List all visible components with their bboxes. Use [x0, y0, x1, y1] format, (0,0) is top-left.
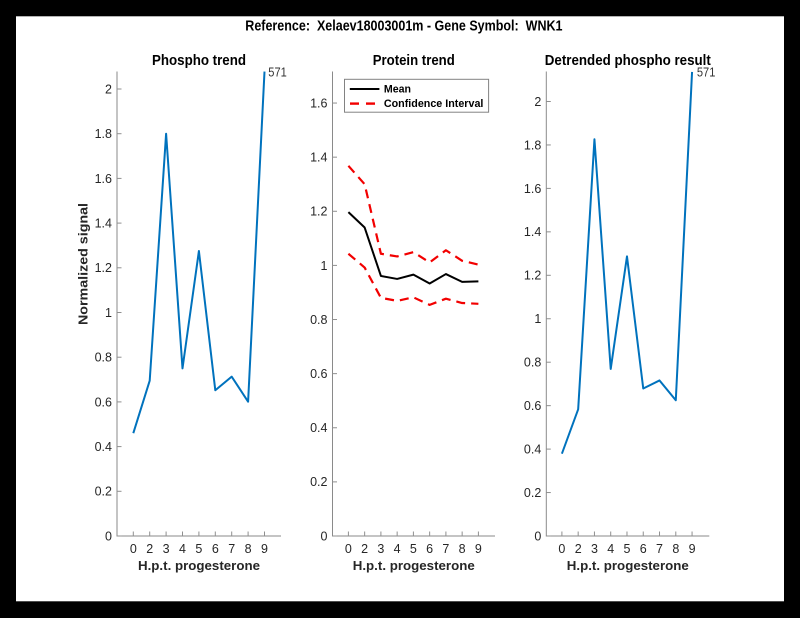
svg-text:H.p.t. progesterone: H.p.t. progesterone: [353, 558, 475, 573]
svg-text:0.4: 0.4: [95, 440, 112, 454]
svg-text:2: 2: [105, 82, 112, 96]
svg-text:5: 5: [410, 542, 417, 556]
svg-text:571: 571: [697, 65, 716, 79]
svg-text:0.6: 0.6: [310, 367, 327, 381]
svg-text:Detrended phospho result: Detrended phospho result: [545, 53, 711, 69]
svg-text:1.8: 1.8: [95, 127, 112, 141]
svg-text:1.4: 1.4: [524, 225, 541, 239]
svg-text:0.4: 0.4: [310, 421, 327, 435]
svg-text:0.4: 0.4: [524, 442, 541, 456]
svg-text:4: 4: [179, 542, 186, 556]
svg-text:2: 2: [146, 542, 153, 556]
svg-text:1: 1: [321, 259, 328, 273]
svg-text:Normalized signal: Normalized signal: [76, 203, 91, 325]
svg-text:2: 2: [575, 542, 582, 556]
svg-text:7: 7: [228, 542, 235, 556]
svg-text:H.p.t. progesterone: H.p.t. progesterone: [567, 558, 689, 573]
svg-text:1.2: 1.2: [310, 205, 327, 219]
svg-text:571: 571: [268, 65, 287, 79]
svg-text:1.6: 1.6: [524, 182, 541, 196]
svg-text:9: 9: [261, 542, 268, 556]
svg-text:0.8: 0.8: [524, 356, 541, 370]
svg-text:0.6: 0.6: [524, 399, 541, 413]
svg-text:2: 2: [361, 542, 368, 556]
svg-text:0: 0: [534, 529, 541, 543]
svg-text:8: 8: [245, 542, 252, 556]
svg-text:3: 3: [591, 542, 598, 556]
svg-text:0.2: 0.2: [95, 485, 112, 499]
svg-text:1.6: 1.6: [95, 172, 112, 186]
svg-text:1.2: 1.2: [524, 269, 541, 283]
svg-text:1.4: 1.4: [310, 151, 327, 165]
svg-text:0: 0: [558, 542, 565, 556]
svg-text:Phospho trend: Phospho trend: [152, 53, 246, 69]
svg-text:3: 3: [163, 542, 170, 556]
svg-text:6: 6: [640, 542, 647, 556]
svg-text:4: 4: [607, 542, 614, 556]
svg-text:8: 8: [672, 542, 679, 556]
svg-text:7: 7: [656, 542, 663, 556]
svg-text:4: 4: [394, 542, 401, 556]
svg-text:1.6: 1.6: [310, 96, 327, 110]
svg-text:0.2: 0.2: [310, 475, 327, 489]
svg-text:Reference: Xelaev18003001m -: Reference: Xelaev18003001m - Gene Symbol…: [245, 19, 562, 35]
svg-text:1.4: 1.4: [95, 216, 112, 230]
svg-text:0.2: 0.2: [524, 486, 541, 500]
svg-text:1: 1: [534, 312, 541, 326]
svg-text:2: 2: [534, 95, 541, 109]
svg-text:9: 9: [475, 542, 482, 556]
svg-text:6: 6: [212, 542, 219, 556]
svg-text:6: 6: [426, 542, 433, 556]
svg-text:0: 0: [130, 542, 137, 556]
svg-text:0.6: 0.6: [95, 395, 112, 409]
svg-text:0.8: 0.8: [310, 313, 327, 327]
svg-text:0: 0: [321, 529, 328, 543]
svg-text:0.8: 0.8: [95, 351, 112, 365]
svg-text:1.2: 1.2: [95, 261, 112, 275]
svg-text:1: 1: [105, 306, 112, 320]
svg-text:H.p.t. progesterone: H.p.t. progesterone: [138, 558, 260, 573]
svg-text:3: 3: [377, 542, 384, 556]
svg-text:5: 5: [195, 542, 202, 556]
svg-text:0: 0: [345, 542, 352, 556]
svg-text:9: 9: [689, 542, 696, 556]
svg-text:5: 5: [624, 542, 631, 556]
svg-text:0: 0: [105, 529, 112, 543]
svg-text:Protein trend: Protein trend: [373, 53, 455, 69]
svg-text:8: 8: [459, 542, 466, 556]
svg-text:7: 7: [442, 542, 449, 556]
svg-text:1.8: 1.8: [524, 138, 541, 152]
svg-text:Confidence Interval: Confidence Interval: [384, 98, 484, 110]
svg-text:Mean: Mean: [384, 84, 411, 96]
